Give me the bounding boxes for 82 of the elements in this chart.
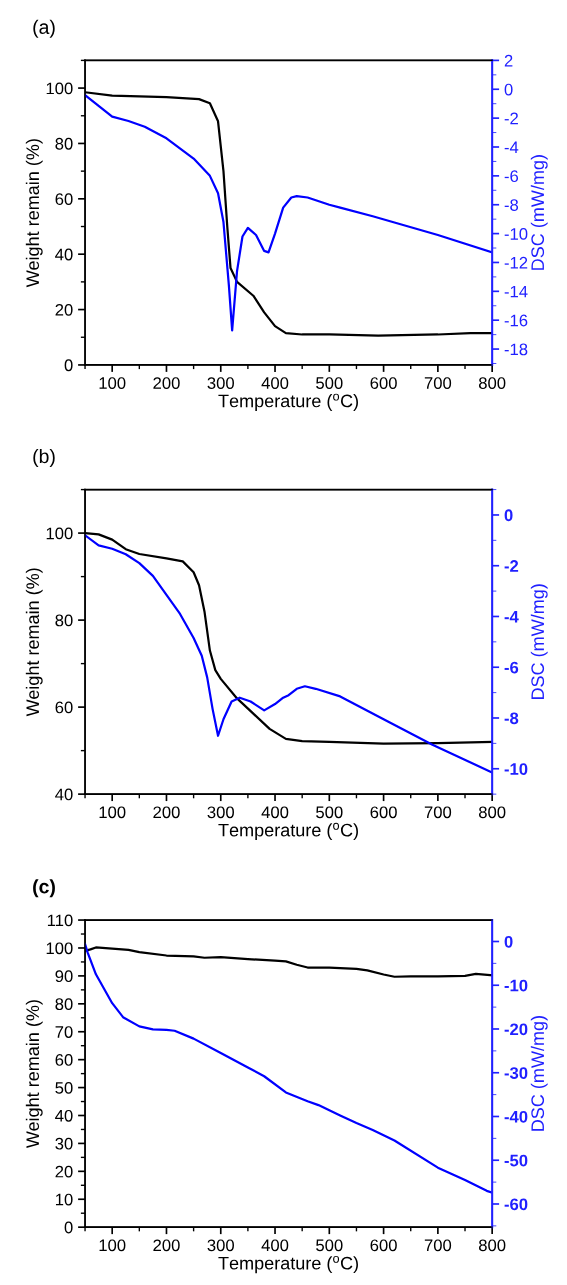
x-tick-label: 200 <box>153 1239 180 1252</box>
x-tick-label: 800 <box>478 806 506 819</box>
y2-tick-label: -10 <box>504 228 528 240</box>
x-tick-label: 500 <box>316 377 343 389</box>
x-tick-label: 400 <box>261 377 289 389</box>
y2-tick-label: -40 <box>504 1110 528 1123</box>
y2-axis-title: DSC (mW/mg) <box>530 1016 548 1131</box>
y-axis-title: Weight remain (%) <box>25 139 43 288</box>
y2-tick-label: -18 <box>504 343 528 356</box>
x-tick-label: 200 <box>153 377 180 389</box>
y2-tick-label: -60 <box>504 1198 528 1211</box>
x-tick-label: 500 <box>316 806 343 819</box>
y2-tick-label: 0 <box>504 935 513 948</box>
y2-tick-label: -16 <box>504 314 528 327</box>
x-tick-label: 800 <box>478 1239 506 1252</box>
y-tick-label: 70 <box>55 1026 73 1038</box>
x-tick-label: 600 <box>370 806 397 819</box>
y2-tick-label: -6 <box>504 170 519 183</box>
y2-tick-label: -10 <box>504 979 528 992</box>
y2-tick-label: -50 <box>504 1154 528 1167</box>
x-tick-label: 400 <box>261 806 289 819</box>
x-tick-label: 200 <box>153 806 180 819</box>
y-tick-label: 0 <box>64 1221 73 1234</box>
y-tick-label: 100 <box>46 82 73 95</box>
x-tick-label: 100 <box>99 806 126 819</box>
x-tick-label: 700 <box>424 377 452 389</box>
y-tick-label: 60 <box>55 1054 73 1066</box>
x-tick-label: 600 <box>370 1239 397 1252</box>
x-tick-label: 600 <box>370 377 397 389</box>
y-axis-title: Weight remain (%) <box>25 568 43 717</box>
x-tick-label: 300 <box>207 377 235 389</box>
y-tick-label: 60 <box>55 701 73 714</box>
y2-tick-label: -10 <box>504 763 528 775</box>
y2-tick-label: -20 <box>504 1023 528 1036</box>
x-tick-label: 100 <box>99 1239 126 1252</box>
x-tick-label: 400 <box>261 1239 289 1252</box>
y-tick-label: 20 <box>55 303 73 316</box>
y-tick-label: 30 <box>55 1137 73 1150</box>
y2-tick-label: -8 <box>504 712 519 725</box>
y-axis-title: Weight remain (%) <box>25 1000 43 1149</box>
x-axis-title: Temperature ($^{o}$C) <box>218 393 358 411</box>
y-tick-label: 80 <box>55 998 73 1011</box>
y-tick-label: 60 <box>55 193 73 206</box>
x-tick-label: 100 <box>99 377 126 389</box>
y2-tick-label: 0 <box>504 83 513 96</box>
x-tick-label: 700 <box>424 806 452 819</box>
y2-axis-title: DSC (mW/mg) <box>530 584 548 700</box>
y-tick-label: 80 <box>55 614 73 627</box>
y-tick-label: 50 <box>55 1081 73 1094</box>
chart-title: (a) <box>33 19 55 38</box>
y-tick-label: 80 <box>55 137 73 150</box>
chart-title: (c) <box>33 879 55 898</box>
y-tick-label: 100 <box>46 942 73 955</box>
y-tick-label: 0 <box>64 359 73 372</box>
y2-tick-label: -2 <box>504 560 519 572</box>
y2-tick-label: -30 <box>504 1067 528 1079</box>
y-tick-label: 10 <box>55 1193 73 1206</box>
y-tick-label: 40 <box>55 788 73 801</box>
y2-tick-label: 2 <box>504 54 513 67</box>
x-tick-label: 800 <box>478 377 506 389</box>
y-tick-label: 100 <box>46 527 73 540</box>
chart-title: (b) <box>33 448 55 467</box>
y-tick-label: 40 <box>55 1109 73 1122</box>
y-tick-label: 110 <box>47 914 73 927</box>
y-tick-label: 40 <box>55 248 73 261</box>
y2-tick-label: 0 <box>504 509 513 522</box>
y-tick-label: 90 <box>55 970 73 983</box>
y2-axis-title: DSC (mW/mg) <box>530 155 548 270</box>
y2-tick-label: -2 <box>504 112 518 125</box>
x-tick-label: 700 <box>424 1239 452 1252</box>
y-tick-label: 20 <box>55 1165 73 1178</box>
x-axis-title: Temperature ($^{o}$C) <box>218 1255 358 1274</box>
x-tick-label: 300 <box>207 1239 235 1252</box>
x-tick-label: 500 <box>316 1239 343 1252</box>
y2-tick-label: -12 <box>504 256 528 269</box>
x-axis-title: Temperature ($^{o}$C) <box>218 822 358 841</box>
y2-tick-label: -14 <box>504 285 528 298</box>
y2-tick-label: -8 <box>504 199 519 211</box>
y2-tick-label: -6 <box>504 661 519 674</box>
y2-tick-label: -4 <box>504 141 519 154</box>
y2-tick-label: -4 <box>504 611 519 623</box>
x-tick-label: 300 <box>207 806 235 819</box>
